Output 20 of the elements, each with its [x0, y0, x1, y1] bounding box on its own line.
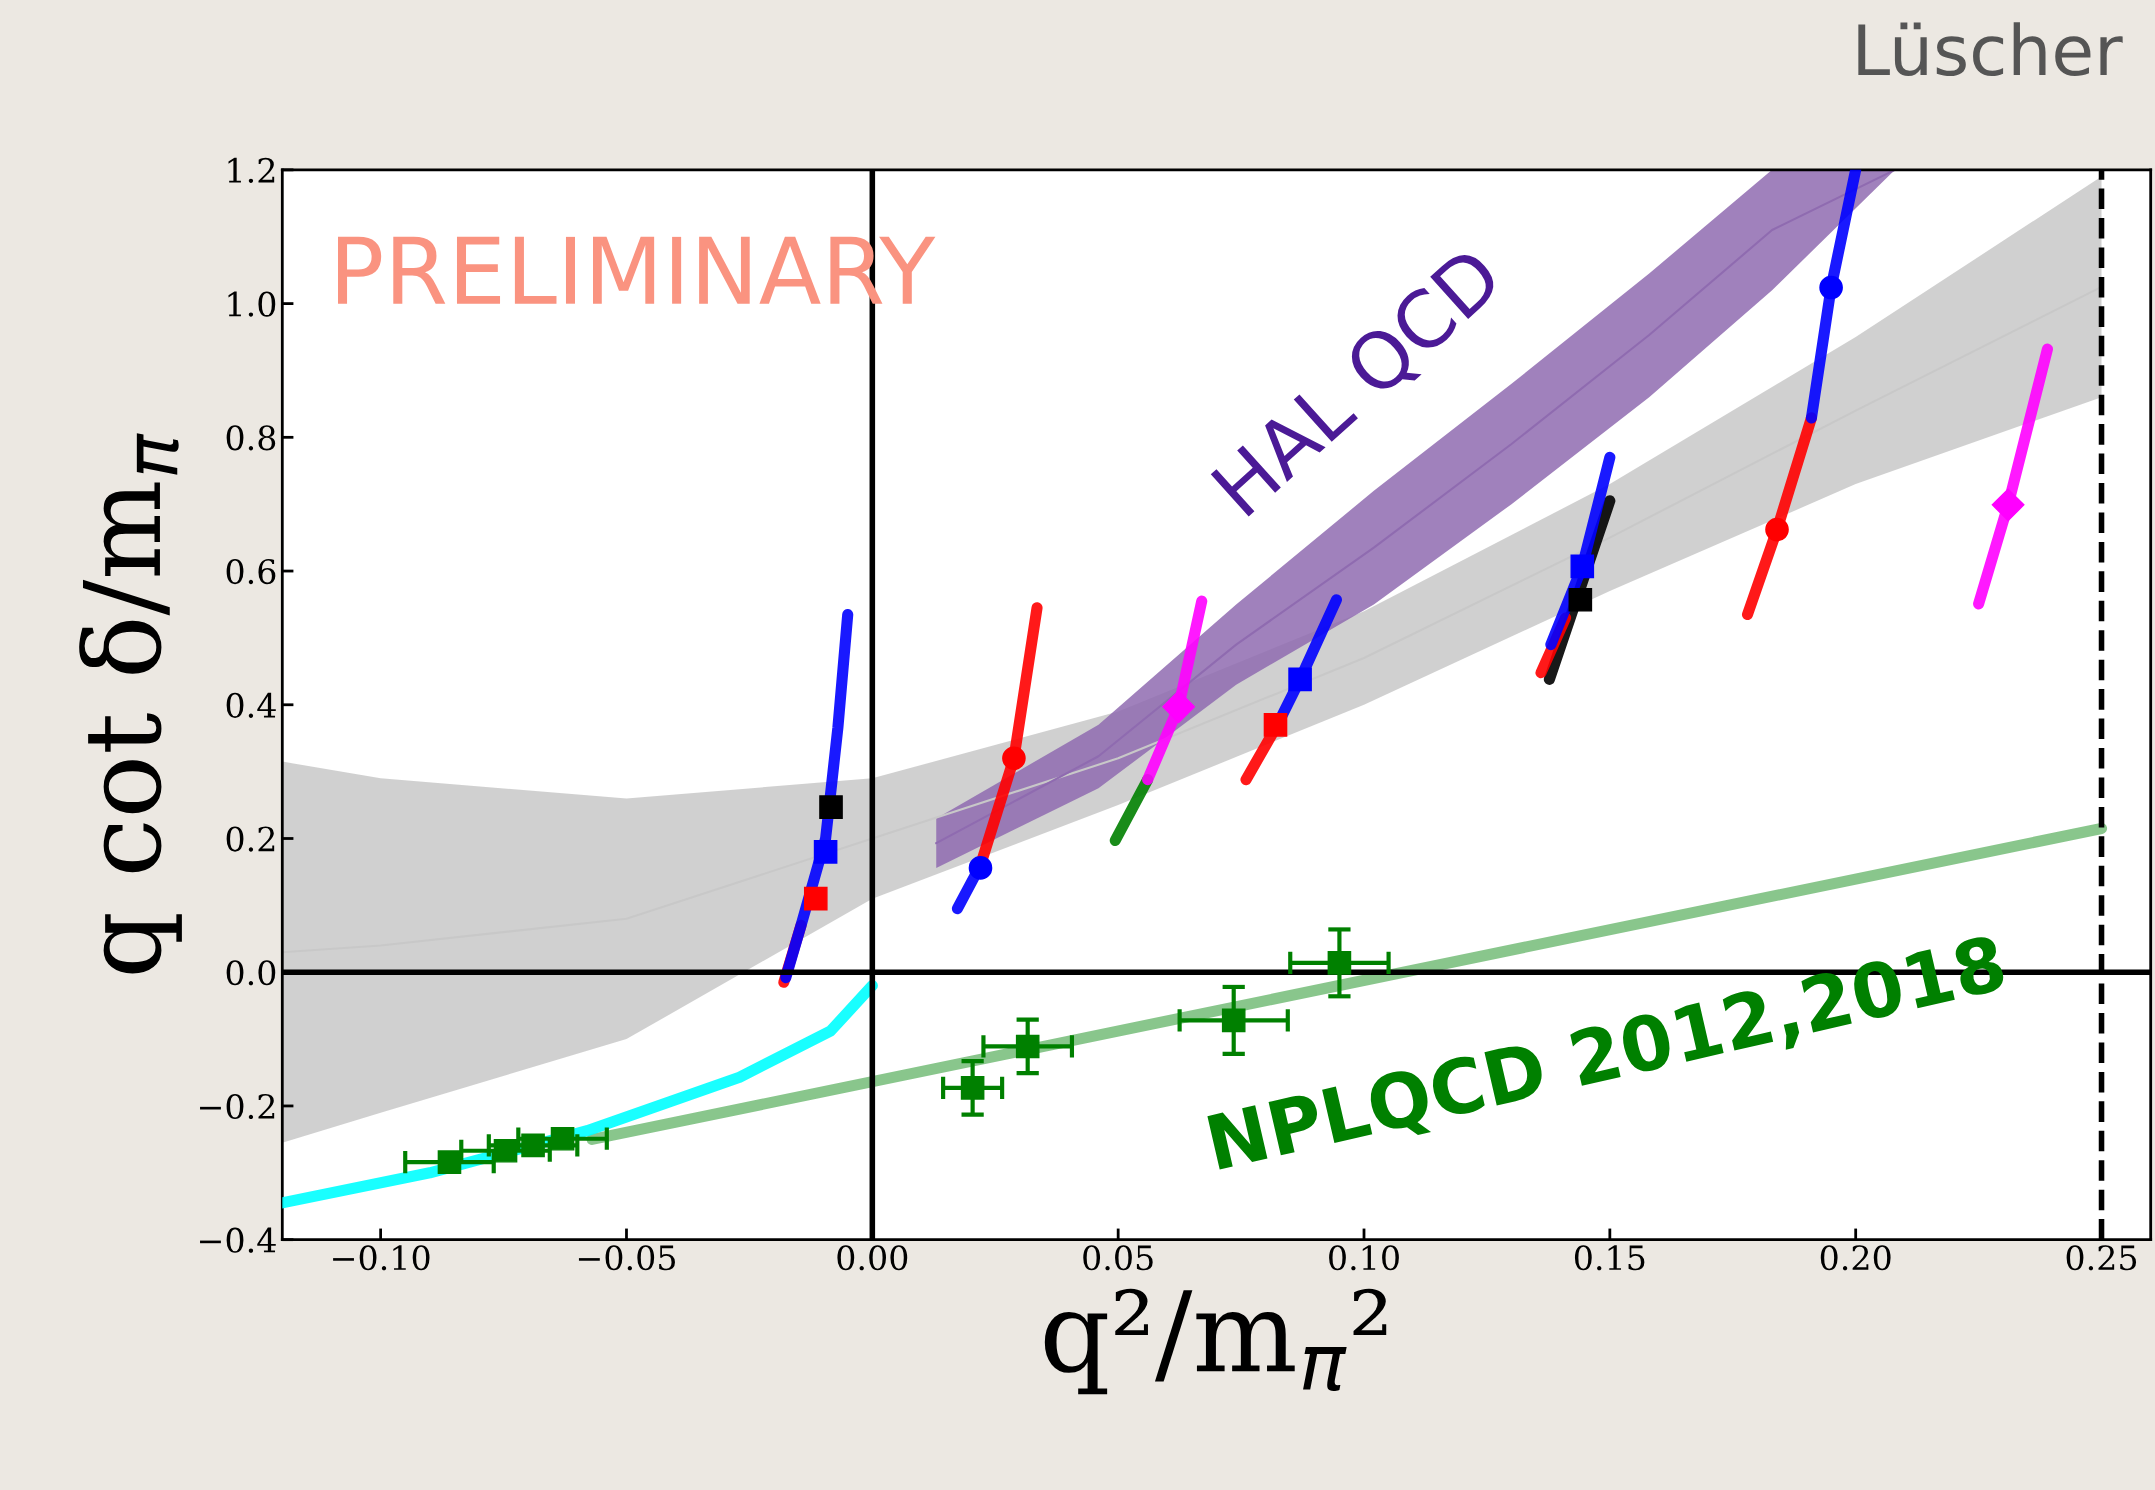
y-tick-label: 0.4 [226, 692, 276, 718]
x-tick-label: 0.25 [2066, 1245, 2137, 1271]
x-tick-label: −0.05 [578, 1245, 675, 1271]
y-tick-label: 0.6 [226, 558, 276, 585]
x-tick-label: 0.00 [837, 1245, 908, 1271]
x-tick-label: 0.05 [1083, 1245, 1153, 1271]
y-tick-label: 1.2 [228, 157, 275, 183]
x-tick-label: 0.20 [1820, 1245, 1891, 1271]
y-tick-label: −0.2 [200, 1093, 275, 1120]
y-tick-label: 0.2 [226, 826, 275, 852]
y-tick-label: 0.0 [226, 960, 276, 986]
x-tick-label: 0.10 [1329, 1245, 1399, 1271]
y-axis-title: q cot δ/m$_{π}$ [79, 433, 182, 974]
x-tick-label: −0.10 [333, 1245, 430, 1271]
text: Lüscher [1858, 22, 2123, 77]
x-axis-title: q²/m$_{π}$² [1044, 1288, 1387, 1395]
x-tick-label: 0.15 [1574, 1245, 1645, 1271]
y-tick-label: 0.8 [226, 425, 276, 451]
y-tick-label: −0.4 [200, 1227, 276, 1253]
y-tick-label: 1.0 [228, 291, 276, 317]
